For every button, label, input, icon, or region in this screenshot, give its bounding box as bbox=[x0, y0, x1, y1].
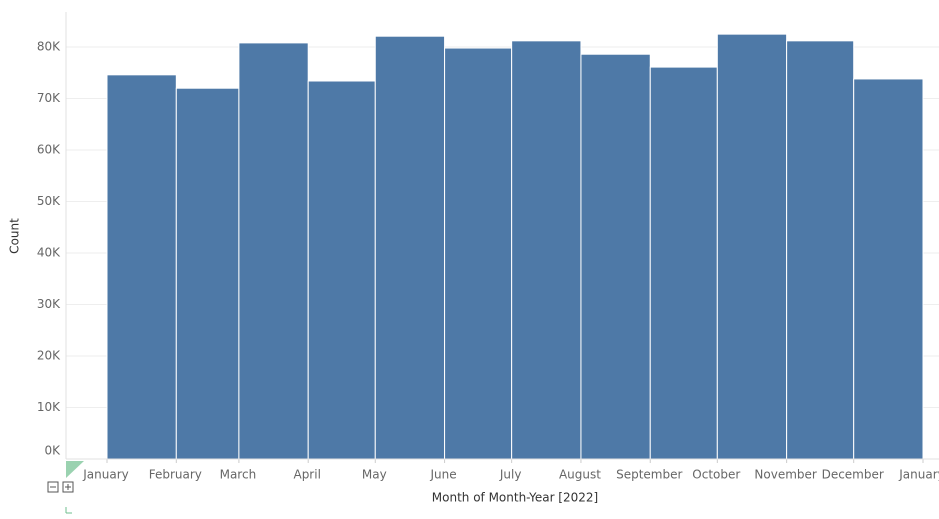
x-axis-title: Month of Month-Year [2022] bbox=[432, 491, 598, 505]
bar bbox=[444, 47, 513, 460]
y-tick-label: 80K bbox=[37, 40, 61, 54]
bar bbox=[786, 40, 855, 460]
bar bbox=[238, 42, 309, 460]
y-axis-title: Count bbox=[8, 218, 22, 254]
x-tick-label: January bbox=[82, 468, 129, 482]
bar bbox=[175, 87, 240, 460]
x-tick-label: September bbox=[616, 468, 682, 482]
y-tick-label: 60K bbox=[37, 143, 61, 157]
x-tick-label: August bbox=[559, 468, 601, 482]
y-tick-label: 70K bbox=[37, 91, 61, 105]
bar bbox=[511, 40, 582, 460]
bar bbox=[374, 35, 446, 460]
x-tick-label: April bbox=[293, 468, 320, 482]
x-tick-label: March bbox=[220, 468, 257, 482]
x-tick-label: June bbox=[430, 468, 457, 482]
y-tick-label: 40K bbox=[37, 246, 61, 260]
bar bbox=[106, 74, 177, 460]
bar bbox=[307, 80, 376, 460]
bar bbox=[853, 78, 924, 460]
y-tick-label: 50K bbox=[37, 194, 61, 208]
x-tick-label: November bbox=[754, 468, 816, 482]
bar bbox=[649, 66, 718, 460]
bar bbox=[580, 53, 651, 460]
x-tick-label: December bbox=[822, 468, 884, 482]
y-tick-label: 10K bbox=[37, 400, 61, 414]
bar bbox=[716, 33, 788, 460]
x-tick-label: October bbox=[692, 468, 740, 482]
x-tick-label: May bbox=[362, 468, 387, 482]
y-tick-label: 30K bbox=[37, 297, 61, 311]
y-tick-label: 20K bbox=[37, 349, 61, 363]
x-tick-label: February bbox=[149, 468, 202, 482]
y-tick-label: 0K bbox=[44, 444, 61, 458]
x-tick-label: January bbox=[898, 468, 939, 482]
x-tick-label: July bbox=[499, 468, 522, 482]
corner-marker bbox=[66, 461, 84, 478]
